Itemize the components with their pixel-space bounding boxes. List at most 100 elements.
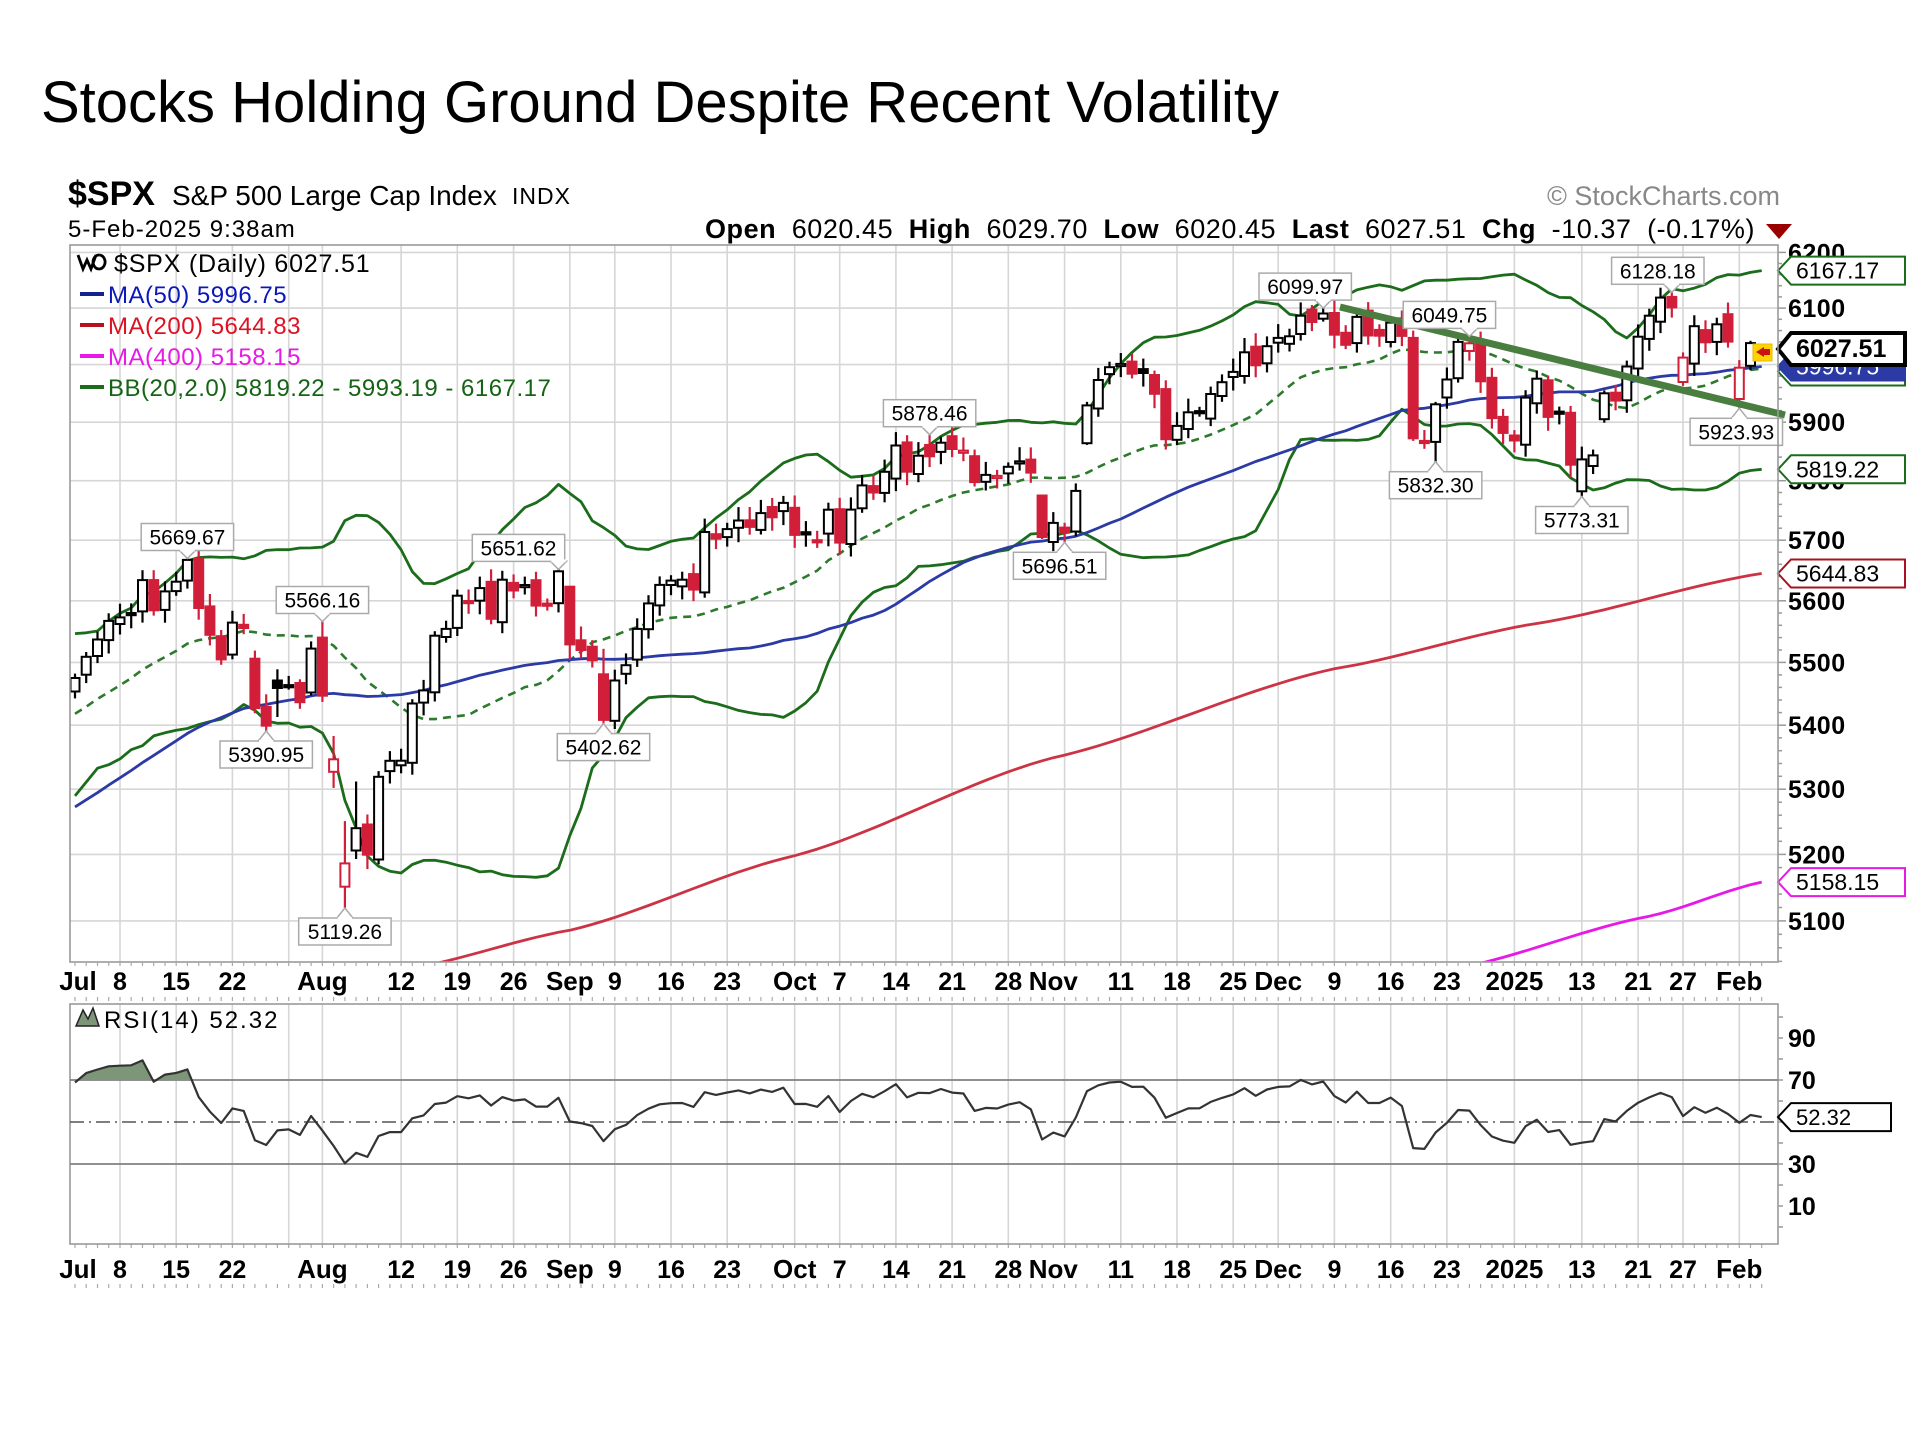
svg-text:RSI(14) 52.32: RSI(14) 52.32	[104, 1007, 279, 1034]
svg-text:30: 30	[1788, 1151, 1816, 1179]
svg-text:5500: 5500	[1788, 649, 1846, 677]
svg-text:5100: 5100	[1788, 908, 1846, 936]
svg-text:14: 14	[882, 1256, 910, 1284]
svg-text:5900: 5900	[1788, 409, 1846, 437]
svg-text:5923.93: 5923.93	[1698, 421, 1774, 444]
svg-text:5878.46: 5878.46	[892, 403, 968, 426]
svg-text:5402.62: 5402.62	[566, 737, 642, 760]
svg-text:25: 25	[1219, 1256, 1247, 1284]
svg-text:INDX: INDX	[512, 183, 571, 209]
svg-text:MA(200) 5644.83: MA(200) 5644.83	[108, 313, 301, 340]
svg-text:21: 21	[1624, 1256, 1652, 1284]
svg-text:5651.62: 5651.62	[481, 537, 557, 560]
svg-text:22: 22	[218, 968, 246, 996]
svg-text:70: 70	[1788, 1067, 1816, 1095]
svg-text:2025: 2025	[1485, 966, 1543, 996]
svg-text:15: 15	[162, 968, 190, 996]
svg-text:15: 15	[162, 1256, 190, 1284]
svg-text:2025: 2025	[1485, 1254, 1543, 1284]
svg-text:$SPX (Daily) 6027.51: $SPX (Daily) 6027.51	[114, 250, 370, 278]
svg-text:19: 19	[443, 968, 471, 996]
svg-text:5390.95: 5390.95	[228, 744, 304, 767]
svg-text:7: 7	[833, 1256, 847, 1284]
svg-text:Oct: Oct	[773, 966, 817, 996]
svg-text:23: 23	[713, 968, 741, 996]
svg-text:5600: 5600	[1788, 588, 1846, 616]
svg-text:5773.31: 5773.31	[1544, 510, 1620, 533]
svg-text:6167.17: 6167.17	[1796, 258, 1879, 284]
svg-text:5819.22: 5819.22	[1796, 456, 1879, 482]
svg-text:Open 6020.45 High 6029.70 Low: Open 6020.45 High 6029.70 Low 6020.45 La…	[705, 214, 1755, 244]
svg-text:11: 11	[1108, 968, 1135, 996]
svg-text:5566.16: 5566.16	[284, 590, 360, 613]
svg-text:12: 12	[387, 968, 415, 996]
svg-text:13: 13	[1568, 1256, 1596, 1284]
svg-text:© StockCharts.com: © StockCharts.com	[1547, 181, 1780, 211]
svg-text:S&P 500 Large Cap Index: S&P 500 Large Cap Index	[172, 180, 497, 211]
svg-text:BB(20,2.0) 5819.22 - 5993.19 -: BB(20,2.0) 5819.22 - 5993.19 - 6167.17	[108, 375, 551, 402]
svg-text:6099.97: 6099.97	[1267, 276, 1343, 299]
svg-text:5700: 5700	[1788, 527, 1846, 555]
svg-text:8: 8	[113, 968, 127, 996]
svg-text:16: 16	[1377, 968, 1405, 996]
svg-text:8: 8	[113, 1256, 127, 1284]
svg-text:22: 22	[218, 1256, 246, 1284]
svg-text:Stocks Holding Ground Despite: Stocks Holding Ground Despite Recent Vol…	[41, 70, 1279, 135]
svg-text:9: 9	[1327, 968, 1341, 996]
svg-text:21: 21	[1624, 968, 1652, 996]
svg-text:Nov: Nov	[1029, 966, 1079, 996]
svg-text:6049.75: 6049.75	[1411, 304, 1487, 327]
svg-text:6100: 6100	[1788, 295, 1846, 323]
svg-text:12: 12	[387, 1256, 415, 1284]
svg-text:$SPX: $SPX	[68, 175, 155, 213]
svg-text:Dec: Dec	[1254, 1254, 1302, 1284]
svg-text:18: 18	[1163, 1256, 1191, 1284]
svg-text:9: 9	[608, 968, 622, 996]
svg-text:21: 21	[938, 968, 966, 996]
svg-text:28: 28	[994, 968, 1022, 996]
svg-text:Jul: Jul	[59, 966, 97, 996]
svg-text:26: 26	[500, 1256, 528, 1284]
svg-text:26: 26	[500, 968, 528, 996]
svg-text:27: 27	[1669, 968, 1697, 996]
svg-text:5119.26: 5119.26	[308, 921, 382, 944]
svg-text:5158.15: 5158.15	[1796, 869, 1879, 895]
svg-text:10: 10	[1788, 1193, 1816, 1221]
svg-text:9: 9	[608, 1256, 622, 1284]
svg-text:16: 16	[657, 968, 685, 996]
svg-text:Sep: Sep	[546, 966, 594, 996]
svg-text:Oct: Oct	[773, 1254, 817, 1284]
svg-text:6128.18: 6128.18	[1620, 260, 1696, 283]
svg-text:Feb: Feb	[1716, 1254, 1762, 1284]
svg-text:Nov: Nov	[1029, 1254, 1079, 1284]
svg-text:90: 90	[1788, 1025, 1816, 1053]
svg-text:28: 28	[994, 1256, 1022, 1284]
svg-text:6027.51: 6027.51	[1796, 335, 1886, 363]
svg-text:Dec: Dec	[1254, 966, 1302, 996]
svg-text:5696.51: 5696.51	[1022, 555, 1098, 578]
svg-text:Jul: Jul	[59, 1254, 97, 1284]
svg-text:52.32: 52.32	[1796, 1105, 1851, 1130]
svg-text:23: 23	[1433, 1256, 1461, 1284]
svg-text:11: 11	[1108, 1256, 1135, 1284]
svg-text:Sep: Sep	[546, 1254, 594, 1284]
svg-text:Feb: Feb	[1716, 966, 1762, 996]
svg-text:13: 13	[1568, 968, 1596, 996]
svg-text:23: 23	[713, 1256, 741, 1284]
svg-text:7: 7	[833, 968, 847, 996]
svg-text:19: 19	[443, 1256, 471, 1284]
svg-text:27: 27	[1669, 1256, 1697, 1284]
svg-text:5644.83: 5644.83	[1796, 561, 1879, 587]
svg-text:5200: 5200	[1788, 841, 1846, 869]
svg-text:5400: 5400	[1788, 712, 1846, 740]
svg-text:16: 16	[657, 1256, 685, 1284]
svg-text:5-Feb-2025 9:38am: 5-Feb-2025 9:38am	[68, 216, 296, 243]
svg-text:5300: 5300	[1788, 776, 1846, 804]
svg-text:5669.67: 5669.67	[149, 527, 225, 550]
svg-text:16: 16	[1377, 1256, 1405, 1284]
svg-text:MA(50) 5996.75: MA(50) 5996.75	[108, 282, 287, 309]
svg-text:18: 18	[1163, 968, 1191, 996]
svg-text:25: 25	[1219, 968, 1247, 996]
svg-text:Aug: Aug	[297, 1254, 348, 1284]
svg-text:21: 21	[938, 1256, 966, 1284]
